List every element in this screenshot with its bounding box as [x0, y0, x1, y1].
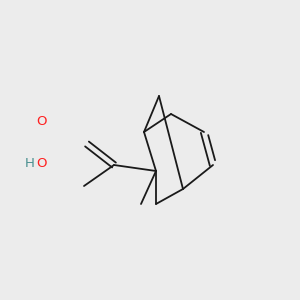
Text: O: O	[36, 157, 46, 170]
Text: O: O	[36, 115, 46, 128]
Text: H: H	[25, 157, 34, 170]
